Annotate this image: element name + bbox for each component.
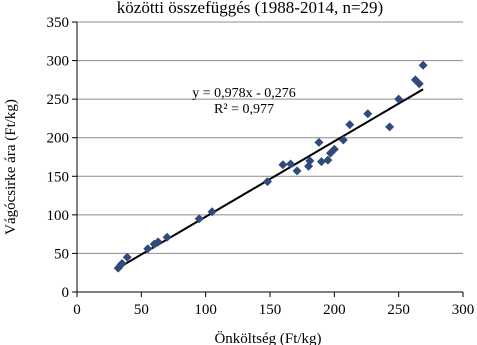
data-point: [323, 155, 333, 165]
y-tick-label: 100: [47, 208, 70, 224]
x-axis-label: Önköltség (Ft/kg): [214, 330, 321, 345]
data-point: [305, 156, 315, 166]
x-tick-label: 250: [387, 302, 410, 318]
data-point: [414, 79, 424, 89]
data-point: [363, 109, 373, 119]
r-squared-label: R² = 0,977: [214, 102, 274, 117]
data-point: [194, 214, 204, 224]
axes: [72, 21, 464, 297]
x-tick-label: 150: [259, 302, 282, 318]
y-axis-label: Vágócsirke ára (Ft/kg): [3, 99, 19, 235]
x-tick-label: 300: [452, 302, 475, 318]
data-point: [418, 60, 428, 70]
data-point: [316, 157, 326, 167]
y-tick-label: 0: [62, 285, 70, 301]
data-point: [117, 258, 127, 268]
x-tick-label: 200: [323, 302, 346, 318]
data-point: [394, 94, 404, 104]
data-point: [345, 120, 355, 130]
data-point: [292, 166, 302, 176]
data-point: [262, 177, 272, 187]
x-tick-label: 50: [134, 302, 149, 318]
data-point: [207, 207, 217, 217]
tick-labels: 0 50 100 150 200 250 300 350 0 50 100 150 200 250 300: [47, 15, 475, 318]
y-tick-label: 300: [47, 54, 70, 70]
trendline-equation: y = 0,978x - 0,276: [192, 86, 296, 101]
data-points: [113, 60, 428, 273]
x-tick-label: 0: [73, 302, 81, 318]
data-point: [314, 137, 324, 147]
data-point: [329, 144, 339, 154]
data-point: [162, 232, 172, 242]
y-tick-label: 200: [47, 131, 70, 147]
data-point: [153, 237, 163, 247]
gridlines: [77, 21, 463, 254]
data-point: [122, 252, 132, 262]
data-point: [338, 135, 348, 145]
data-point: [286, 159, 296, 169]
data-point: [278, 160, 288, 170]
y-tick-label: 50: [54, 246, 69, 262]
y-tick-label: 150: [47, 169, 70, 185]
data-point: [143, 244, 153, 254]
y-tick-label: 350: [47, 15, 70, 31]
x-tick-label: 100: [194, 302, 217, 318]
chart-title: közötti összefüggés (1988-2014, n=29): [117, 0, 383, 17]
data-point: [385, 122, 395, 132]
y-tick-label: 250: [47, 92, 70, 108]
